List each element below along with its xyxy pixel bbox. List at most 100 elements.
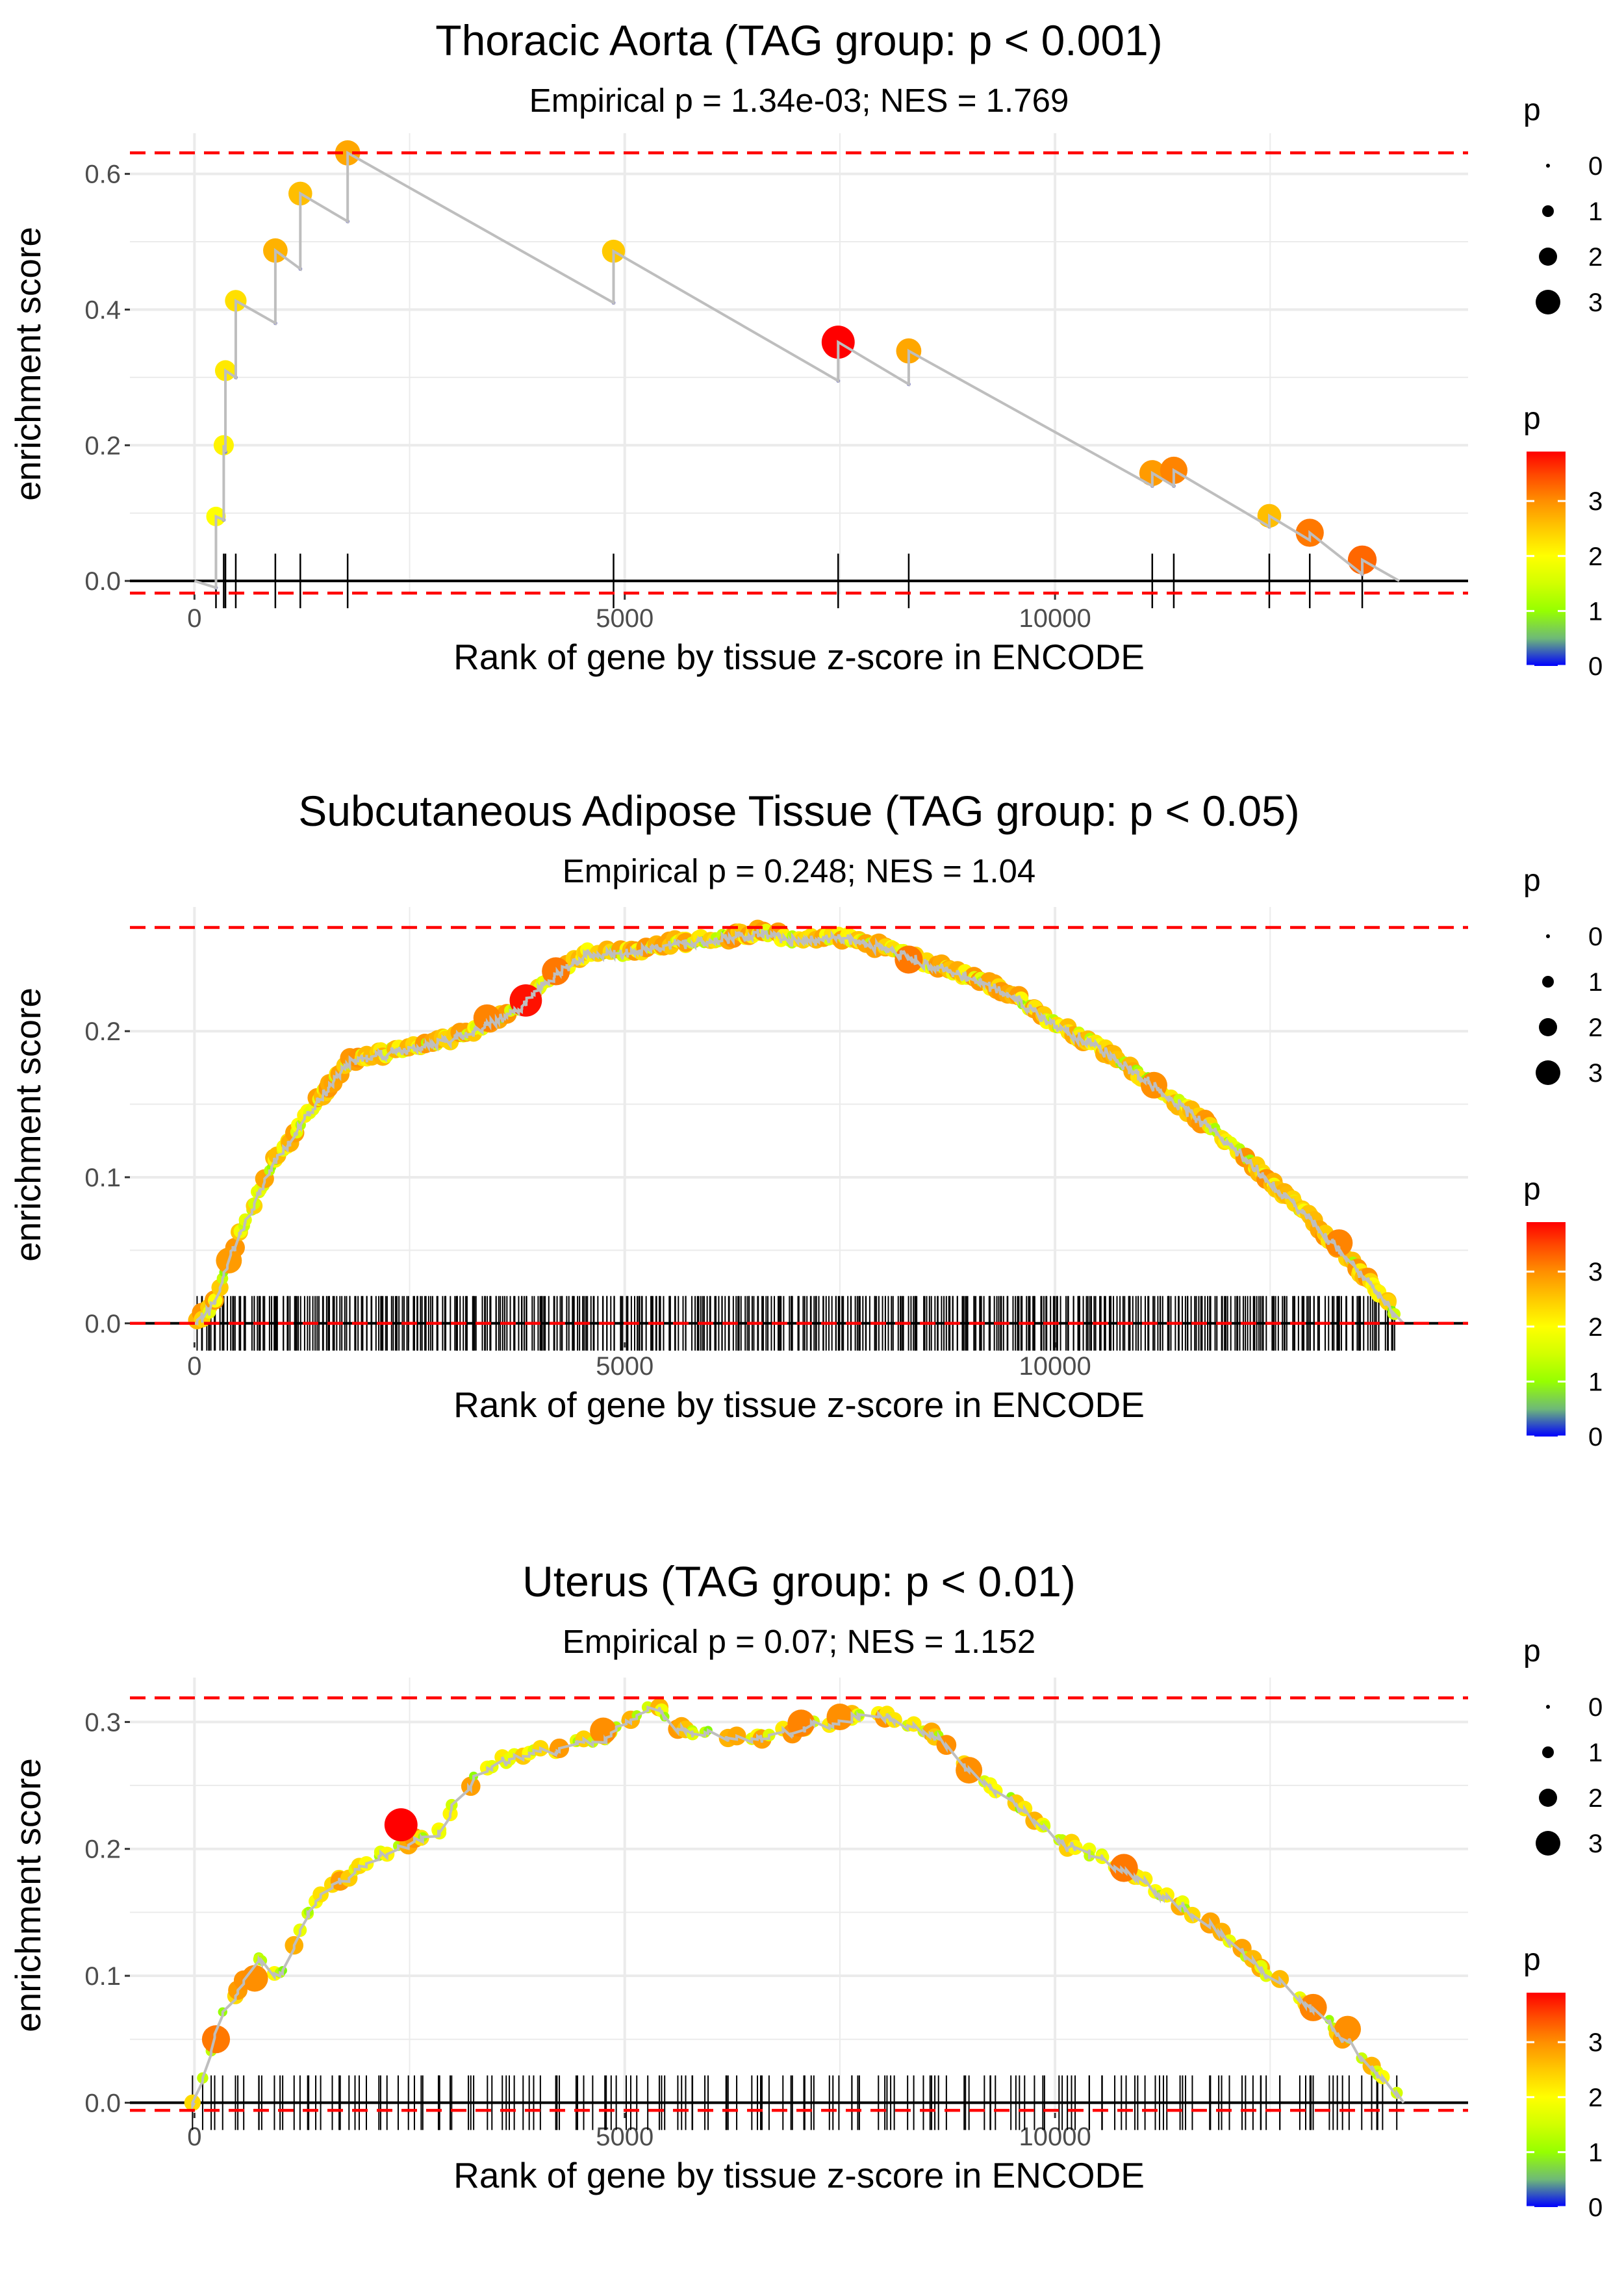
color-legend-label: 0 (1588, 2193, 1603, 2222)
y-tick-label: 0.2 (84, 1835, 121, 1864)
color-legend-label: 0 (1588, 1423, 1603, 1451)
color-legend-title: p (1523, 1172, 1541, 1207)
series-points (206, 140, 1377, 590)
grid (130, 1678, 1468, 2113)
y-axis-title: enrichment score (8, 1758, 48, 2032)
color-legend-label: 1 (1588, 597, 1603, 626)
chart-title: Uterus (TAG group: p < 0.01) (522, 1557, 1076, 1605)
size-legend-key (1542, 205, 1554, 217)
panel-3: Uterus (TAG group: p < 0.01) Empirical p … (8, 1557, 1603, 2222)
color-legend-label: 2 (1588, 543, 1603, 571)
color-legend-label: 3 (1588, 2028, 1603, 2057)
rug (192, 2075, 1398, 2130)
y-tick-label: 0.0 (84, 1310, 121, 1338)
color-legend-label: 2 (1588, 1313, 1603, 1342)
size-legend-label: 0 (1588, 1693, 1603, 1722)
size-legend-key (1546, 934, 1550, 938)
size-legend-label: 1 (1588, 198, 1603, 226)
size-legend-label: 3 (1588, 288, 1603, 317)
legend: p 0 1 2 3 p 3 2 1 0 (1523, 863, 1603, 1451)
size-legend-key (1542, 1746, 1554, 1758)
color-legend-bar (1527, 1993, 1566, 2207)
highlight-point (384, 1808, 418, 1842)
legend: p 0 1 2 3 p 3 2 1 0 (1523, 1634, 1603, 2222)
size-legend-key (1536, 290, 1560, 314)
size-legend-title: p (1523, 863, 1541, 898)
es-line (194, 928, 1405, 1325)
chart-title: Subcutaneous Adipose Tissue (TAG group: … (298, 787, 1300, 835)
size-legend-key (1536, 1831, 1560, 1856)
size-legend-label: 0 (1588, 923, 1603, 951)
highlight-point (787, 1709, 815, 1737)
size-legend-label: 2 (1588, 1784, 1603, 1813)
size-legend-label: 3 (1588, 1830, 1603, 1858)
y-tick-label: 0.1 (84, 1962, 121, 1991)
x-tick-label: 0 (187, 1352, 201, 1381)
size-legend-label: 0 (1588, 152, 1603, 181)
color-legend-title: p (1523, 1943, 1541, 1977)
highlight-point (1325, 1229, 1353, 1257)
chart-subtitle: Empirical p = 0.07; NES = 1.152 (563, 1623, 1036, 1660)
x-tick-label: 5000 (596, 604, 653, 633)
x-tick-label: 10000 (1019, 2123, 1091, 2151)
size-legend-label: 2 (1588, 243, 1603, 272)
x-tick-label: 0 (187, 2123, 201, 2151)
chart-title: Thoracic Aorta (TAG group: p < 0.001) (435, 16, 1163, 64)
grid (130, 907, 1468, 1342)
y-tick-label: 0.0 (84, 567, 121, 596)
x-axis-title: Rank of gene by tissue z-score in ENCODE (453, 1385, 1145, 1425)
size-legend-label: 1 (1588, 968, 1603, 997)
size-legend-title: p (1523, 93, 1541, 127)
chart-subtitle: Empirical p = 0.248; NES = 1.04 (563, 852, 1036, 889)
es-line (194, 150, 1401, 590)
y-tick-label: 0.4 (84, 296, 121, 324)
size-legend-key (1536, 1060, 1560, 1085)
color-legend-title: p (1523, 402, 1541, 436)
color-legend-bar (1527, 452, 1566, 666)
y-tick-label: 0.3 (84, 1708, 121, 1737)
size-legend-key (1542, 976, 1554, 988)
size-legend-key (1539, 1789, 1557, 1807)
x-tick-label: 10000 (1019, 1352, 1091, 1381)
size-legend-title: p (1523, 1634, 1541, 1668)
panel-1: Thoracic Aorta (TAG group: p < 0.001) Emp… (8, 16, 1603, 681)
y-tick-label: 0.1 (84, 1164, 121, 1192)
es-line (191, 1706, 1405, 2112)
series-points (188, 919, 1401, 1330)
x-tick-label: 0 (187, 604, 201, 633)
size-legend-label: 1 (1588, 1739, 1603, 1767)
highlight-point (241, 1965, 268, 1992)
y-tick-label: 0.6 (84, 160, 121, 189)
size-legend-label: 3 (1588, 1059, 1603, 1088)
color-legend-bar (1527, 1222, 1566, 1437)
x-axis-title: Rank of gene by tissue z-score in ENCODE (453, 637, 1145, 677)
x-tick-label: 5000 (596, 1352, 653, 1381)
rug (215, 554, 1364, 609)
panels: Thoracic Aorta (TAG group: p < 0.001) Emp… (8, 16, 1603, 2222)
size-legend-key (1539, 1018, 1557, 1036)
y-axis-title: enrichment score (8, 227, 48, 501)
x-tick-label: 10000 (1019, 604, 1091, 633)
size-legend-key (1546, 1705, 1550, 1709)
y-tick-label: 0.2 (84, 1017, 121, 1046)
panel-2: Subcutaneous Adipose Tissue (TAG group: … (8, 787, 1603, 1451)
legend: p 0 1 2 3 p 3 2 1 0 (1523, 93, 1603, 681)
color-legend-label: 3 (1588, 487, 1603, 516)
color-legend-label: 1 (1588, 2138, 1603, 2167)
y-tick-label: 0.2 (84, 431, 121, 460)
color-legend-label: 1 (1588, 1368, 1603, 1396)
series-points (184, 1698, 1403, 2112)
color-legend-label: 2 (1588, 2084, 1603, 2112)
highlight-point (201, 2025, 231, 2054)
x-axis-title: Rank of gene by tissue z-score in ENCODE (453, 2155, 1145, 2195)
size-legend-key (1539, 248, 1557, 266)
size-legend-key (1546, 164, 1550, 168)
size-legend-label: 2 (1588, 1014, 1603, 1042)
y-tick-label: 0.0 (84, 2089, 121, 2117)
y-axis-title: enrichment score (8, 988, 48, 1262)
color-legend-label: 0 (1588, 652, 1603, 681)
chart-subtitle: Empirical p = 1.34e-03; NES = 1.769 (529, 82, 1069, 119)
highlight-point (1334, 2015, 1362, 2043)
color-legend-label: 3 (1588, 1258, 1603, 1286)
